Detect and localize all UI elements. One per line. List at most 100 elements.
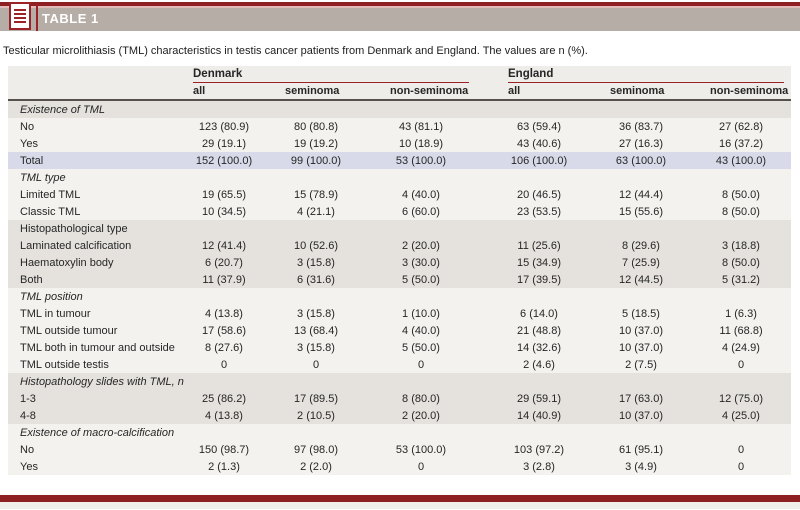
table-body: Existence of TML No 123 (80.9) 80 (80.8) 43 … bbox=[8, 101, 791, 475]
cell-value: 61 (95.1) bbox=[618, 443, 664, 456]
cell-value: 19 (19.2) bbox=[293, 137, 339, 150]
row-label: Yes bbox=[20, 460, 38, 473]
cell-value: 123 (80.9) bbox=[198, 120, 250, 133]
cell-value: 152 (100.0) bbox=[195, 154, 253, 167]
table-row: TML both in tumour and outside 8 (27.6) 3 … bbox=[8, 339, 791, 356]
cell-value: 16 (37.2) bbox=[718, 137, 764, 150]
top-white-strip bbox=[0, 0, 800, 2]
cell-value: 99 (100.0) bbox=[290, 154, 342, 167]
section-label: Histopathological type bbox=[20, 222, 128, 235]
table-row: Yes 2 (1.3) 2 (2.0) 0 3 (2.8) 3 (4.9) 0 bbox=[8, 458, 791, 475]
cell-value: 10 (37.0) bbox=[618, 409, 664, 422]
cell-value: 63 (59.4) bbox=[516, 120, 562, 133]
row-label: No bbox=[20, 443, 35, 456]
table-row: TML outside testis 0 0 0 2 (4.6) 2 (7.5) 0 bbox=[8, 356, 791, 373]
row-label: Total bbox=[20, 154, 44, 167]
cell-value: 2 (20.0) bbox=[402, 239, 440, 252]
cell-value: 12 (44.4) bbox=[618, 188, 664, 201]
column-group-row: Denmark England bbox=[8, 66, 791, 83]
table-row: Total 152 (100.0) 99 (100.0) 53 (100.0) 106 … bbox=[8, 152, 791, 169]
group-underline bbox=[508, 82, 784, 83]
cell-value: 8 (80.0) bbox=[402, 392, 440, 405]
cell-value: 0 bbox=[737, 443, 745, 456]
group-label: Denmark bbox=[193, 68, 243, 80]
cell-value: 106 (100.0) bbox=[510, 154, 568, 167]
cell-value: 11 (68.8) bbox=[719, 324, 763, 337]
cell-value: 2 (7.5) bbox=[625, 358, 657, 371]
table-row: No 123 (80.9) 80 (80.8) 43 (81.1) 63 (59.4) 3… bbox=[8, 118, 791, 135]
row-label: No bbox=[20, 120, 35, 133]
cell-value: 19 (65.5) bbox=[201, 188, 247, 201]
table-row: 4-8 4 (13.8) 2 (10.5) 2 (20.0) 14 (40.9) 10 (… bbox=[8, 407, 791, 424]
table-caption: Testicular microlithiasis (TML) characte… bbox=[3, 45, 588, 57]
cell-value: 6 (60.0) bbox=[402, 205, 440, 218]
cell-value: 13 (68.4) bbox=[293, 324, 339, 337]
cell-value: 97 (98.0) bbox=[293, 443, 339, 456]
row-label: Classic TML bbox=[20, 205, 81, 218]
cell-value: 0 bbox=[417, 358, 425, 371]
section-label: Existence of TML bbox=[20, 103, 105, 116]
table-row: TML outside tumour 17 (58.6) 13 (68.4) 4 (4… bbox=[8, 322, 791, 339]
cell-value: 5 (50.0) bbox=[402, 273, 440, 286]
cell-value: 2 (20.0) bbox=[402, 409, 440, 422]
row-label: Both bbox=[20, 273, 43, 286]
cell-value: 6 (20.7) bbox=[205, 256, 243, 269]
row-label: 4-8 bbox=[20, 409, 36, 422]
cell-value: 10 (37.0) bbox=[618, 341, 664, 354]
col-header-england-all: all bbox=[508, 85, 521, 97]
cell-value: 10 (18.9) bbox=[398, 137, 444, 150]
cell-value: 17 (63.0) bbox=[618, 392, 664, 405]
cell-value: 10 (34.5) bbox=[201, 205, 247, 218]
cell-value: 4 (40.0) bbox=[402, 188, 440, 201]
cell-value: 1 (10.0) bbox=[402, 307, 440, 320]
column-group-denmark: Denmark bbox=[193, 66, 508, 83]
cell-value: 8 (29.6) bbox=[622, 239, 660, 252]
cell-value: 2 (10.5) bbox=[297, 409, 335, 422]
row-label: TML in tumour bbox=[20, 307, 91, 320]
group-label: England bbox=[508, 68, 554, 80]
cell-value: 150 (98.7) bbox=[198, 443, 250, 456]
section-row: TML position bbox=[8, 288, 791, 305]
cell-value: 53 (100.0) bbox=[395, 443, 447, 456]
section-row: Existence of TML bbox=[8, 101, 791, 118]
column-subheader-row: all seminoma non-seminoma all seminoma n… bbox=[8, 83, 791, 99]
cell-value: 5 (18.5) bbox=[622, 307, 660, 320]
section-row: Histopathological type bbox=[8, 220, 791, 237]
cell-value: 3 (2.8) bbox=[523, 460, 555, 473]
cell-value: 8 (50.0) bbox=[722, 188, 760, 201]
cell-value: 4 (40.0) bbox=[402, 324, 440, 337]
section-label: Histopathology slides with TML, n bbox=[20, 375, 184, 388]
cell-value: 17 (89.5) bbox=[293, 392, 339, 405]
cell-value: 3 (18.8) bbox=[722, 239, 760, 252]
cell-value: 15 (34.9) bbox=[516, 256, 562, 269]
cell-value: 4 (25.0) bbox=[722, 409, 760, 422]
cell-value: 63 (100.0) bbox=[615, 154, 667, 167]
cell-value: 10 (52.6) bbox=[293, 239, 339, 252]
cell-value: 8 (50.0) bbox=[722, 256, 760, 269]
cell-value: 4 (13.8) bbox=[205, 307, 243, 320]
table-row: Classic TML 10 (34.5) 4 (21.1) 6 (60.0) 23 (… bbox=[8, 203, 791, 220]
cell-value: 14 (40.9) bbox=[516, 409, 562, 422]
cell-value: 6 (31.6) bbox=[297, 273, 335, 286]
table-row: 1-3 25 (86.2) 17 (89.5) 8 (80.0) 29 (59.1) 17… bbox=[8, 390, 791, 407]
cell-value: 7 (25.9) bbox=[622, 256, 660, 269]
top-pink-rule bbox=[0, 6, 800, 8]
cell-value: 5 (31.2) bbox=[722, 273, 760, 286]
row-label: Limited TML bbox=[20, 188, 81, 201]
section-label: Existence of macro-calcification bbox=[20, 426, 175, 439]
cell-value: 0 bbox=[312, 358, 320, 371]
cell-value: 3 (15.8) bbox=[297, 341, 335, 354]
cell-value: 17 (39.5) bbox=[516, 273, 562, 286]
col-header-england-seminoma: seminoma bbox=[610, 85, 665, 97]
table-row: No 150 (98.7) 97 (98.0) 53 (100.0) 103 (97.2… bbox=[8, 441, 791, 458]
table-row: Yes 29 (19.1) 19 (19.2) 10 (18.9) 43 (40.6) 2… bbox=[8, 135, 791, 152]
row-label: TML outside testis bbox=[20, 358, 109, 371]
cell-value: 43 (81.1) bbox=[398, 120, 444, 133]
row-label: Haematoxylin body bbox=[20, 256, 114, 269]
table-row: Both 11 (37.9) 6 (31.6) 5 (50.0) 17 (39.5) 12… bbox=[8, 271, 791, 288]
cell-value: 53 (100.0) bbox=[395, 154, 447, 167]
section-label: TML type bbox=[20, 171, 66, 184]
group-underline bbox=[193, 82, 469, 83]
table-row: Haematoxylin body 6 (20.7) 3 (15.8) 3 (30.0… bbox=[8, 254, 791, 271]
cell-value: 3 (4.9) bbox=[625, 460, 657, 473]
